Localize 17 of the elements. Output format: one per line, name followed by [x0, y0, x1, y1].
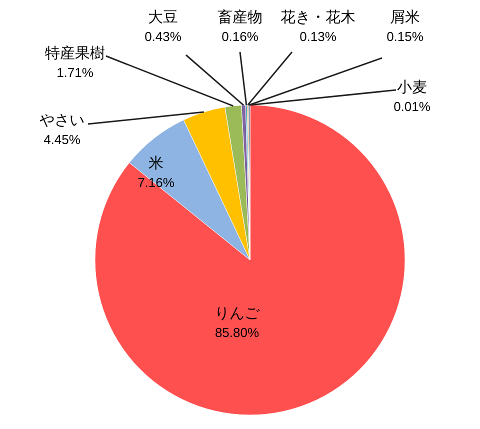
slice-label: 屑米	[390, 8, 420, 26]
slice-label: 大豆	[148, 8, 178, 26]
slice-label: 米	[148, 154, 164, 172]
data-label: 0.13%	[300, 29, 337, 44]
data-label: 0.43%	[144, 29, 182, 44]
slice-label: 畜産物	[218, 8, 262, 26]
slice-label: りんご	[214, 304, 260, 322]
data-label: 4.45%	[44, 132, 81, 147]
data-label: 85.80%	[214, 325, 260, 340]
data-label: 0.16%	[222, 29, 259, 44]
data-label: 1.71%	[56, 65, 94, 80]
data-label: 0.01%	[394, 99, 431, 114]
slice-label: 特産果樹	[45, 44, 105, 62]
data-label: 0.15%	[386, 29, 424, 44]
slice-label: 小麦	[397, 78, 427, 96]
slice-label: 花き・花木	[280, 8, 356, 26]
slice-label: やさい	[40, 111, 84, 129]
